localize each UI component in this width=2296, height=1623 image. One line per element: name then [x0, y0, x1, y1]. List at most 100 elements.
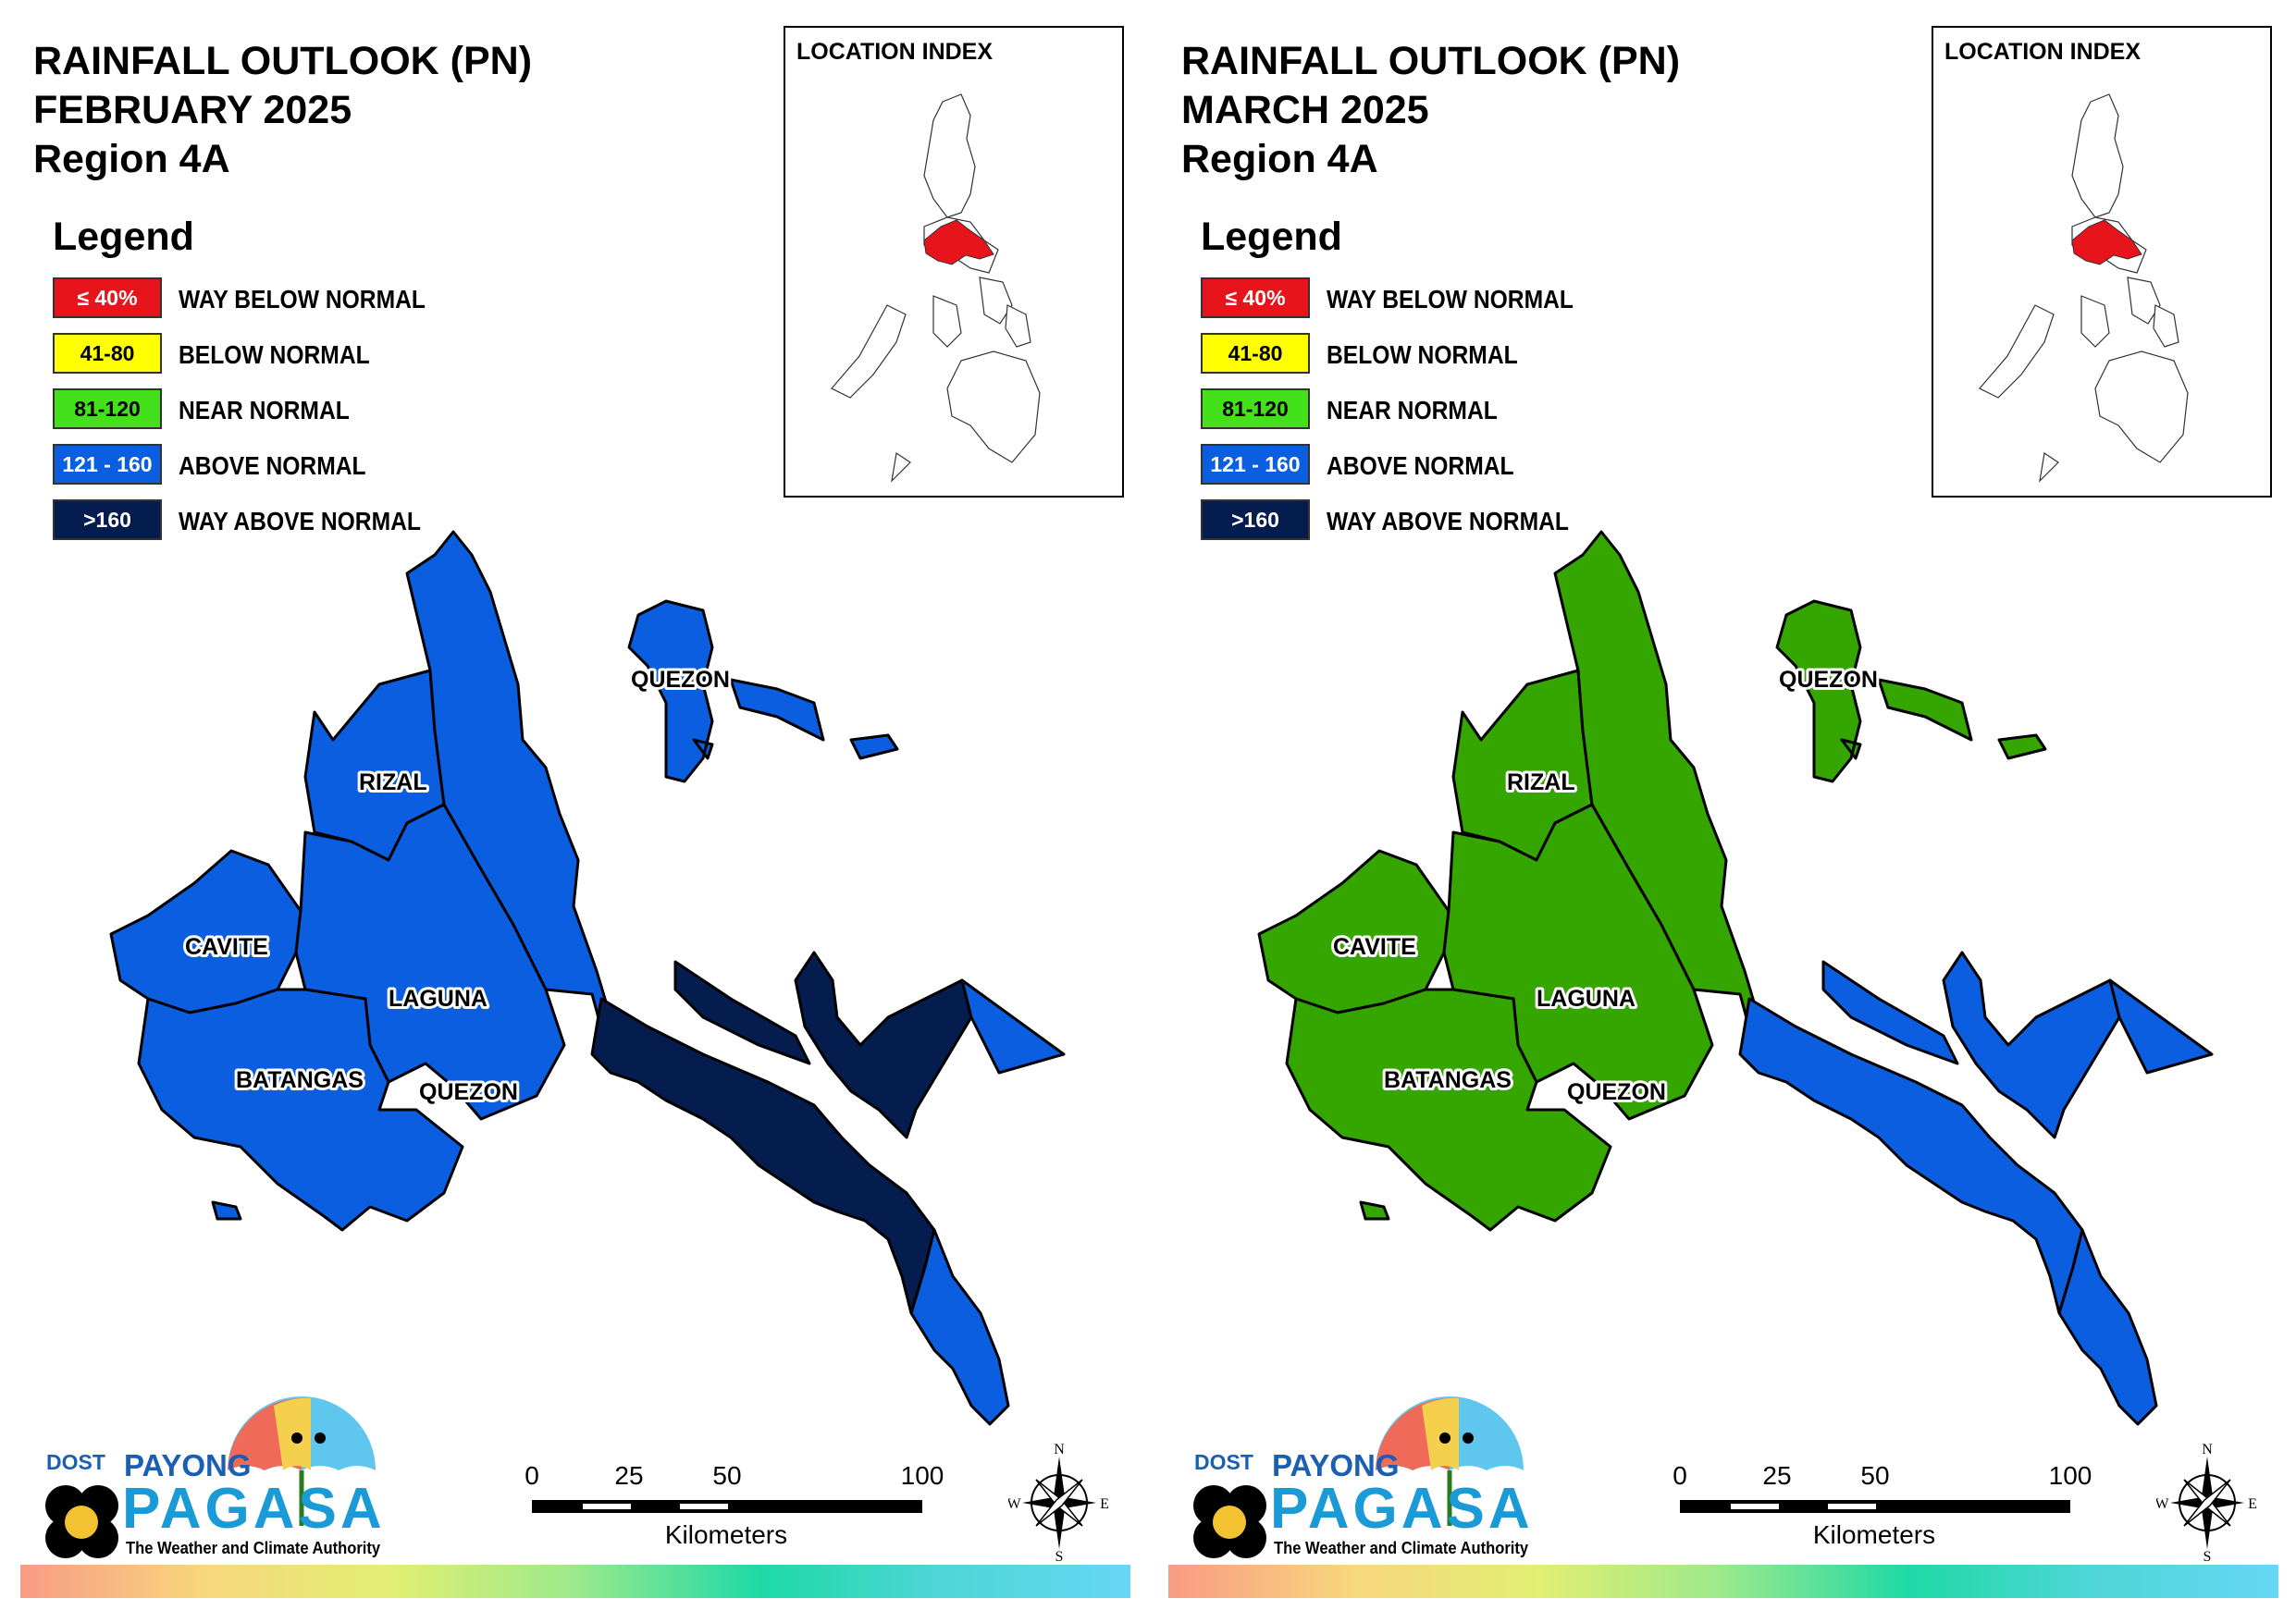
compass-w: W: [2156, 1496, 2169, 1512]
logo-pagasa-text: PAGASA: [1270, 1477, 1534, 1541]
legend-label: WAY ABOVE NORMAL: [1327, 507, 1569, 535]
region-4a-highlight: [923, 219, 994, 265]
legend-label: WAY BELOW NORMAL: [179, 285, 426, 314]
legend-swatch: 121 - 160: [1201, 444, 1310, 485]
philippines-outline-map: [1979, 93, 2189, 483]
quezon-islands: [627, 599, 899, 783]
legend-label: NEAR NORMAL: [179, 396, 350, 424]
region-map: QUEZON RIZAL CAVITE LAGUNA BATANGAS QUEZ…: [109, 530, 1066, 1426]
label-quezon-islands: QUEZON: [1779, 667, 1878, 693]
quezon-middle-province: [1738, 951, 2121, 1315]
label-quezon-south: QUEZON: [419, 1079, 518, 1105]
umbrella-icon: [45, 1396, 376, 1558]
cavite-province: [109, 849, 302, 1014]
label-rizal: RIZAL: [1507, 769, 1575, 795]
label-laguna: LAGUNA: [389, 986, 488, 1012]
cavite-province: [1257, 849, 1450, 1014]
legend-item: 81-120 NEAR NORMAL: [53, 388, 478, 431]
legend-swatch: ≤ 40%: [53, 277, 162, 318]
title-line-3: Region 4A: [1181, 137, 1378, 181]
legend-swatch: 81-120: [53, 388, 162, 429]
batangas-province: [137, 988, 464, 1232]
legend-item: ≤ 40% WAY BELOW NORMAL: [1201, 277, 1626, 320]
map-labels: QUEZON RIZAL CAVITE LAGUNA BATANGAS QUEZ…: [182, 664, 733, 1108]
logo-tagline: The Weather and Climate Authority: [126, 1539, 381, 1557]
title-line-2: FEBRUARY 2025: [33, 88, 352, 132]
logo-pagasa-text: PAGASA: [122, 1477, 386, 1541]
scale-tick-25: 25: [1762, 1461, 1792, 1490]
compass-e: E: [2248, 1496, 2257, 1512]
legend-swatch: >160: [53, 499, 162, 540]
legend-item: 121 - 160 ABOVE NORMAL: [1201, 444, 1626, 486]
legend-item: 81-120 NEAR NORMAL: [1201, 388, 1626, 431]
compass-rose: N S E W: [2154, 1442, 2258, 1565]
scale-bar: 0 25 50 100 Kilometers: [1666, 1461, 2092, 1563]
legend-label: NEAR NORMAL: [1327, 396, 1498, 424]
batangas-province: [1285, 988, 1612, 1232]
legend-label: ABOVE NORMAL: [179, 451, 366, 480]
logo-tagline: The Weather and Climate Authority: [1274, 1539, 1529, 1557]
region-4a-highlight: [2071, 219, 2142, 265]
legend-item: >160 WAY ABOVE NORMAL: [53, 499, 478, 542]
logo-payong-text: PAYONG: [124, 1448, 252, 1482]
quezon-north-province: [405, 530, 612, 1047]
label-laguna: LAGUNA: [1537, 986, 1636, 1012]
location-index-title: LOCATION INDEX: [1944, 39, 2142, 65]
legend-item: 41-80 BELOW NORMAL: [53, 333, 478, 375]
logo-payong-text: PAYONG: [1272, 1448, 1400, 1482]
quezon-north-province: [1553, 530, 1760, 1047]
legend-label: WAY BELOW NORMAL: [1327, 285, 1574, 314]
compass-e: E: [1100, 1496, 1109, 1512]
cavite-island: [1359, 1200, 1390, 1221]
quezon-islands: [1775, 599, 2047, 783]
title-line-1: RAINFALL OUTLOOK (PN): [33, 39, 533, 83]
scale-tick-50: 50: [1860, 1461, 1890, 1490]
location-index: LOCATION INDEX: [784, 26, 1124, 498]
panel-february: RAINFALL OUTLOOK (PN) FEBRUARY 2025 Regi…: [20, 26, 1130, 1598]
philippines-outline-map: [831, 93, 1041, 483]
scale-unit: Kilometers: [664, 1520, 788, 1549]
legend-swatch: 121 - 160: [53, 444, 162, 485]
map-title: RAINFALL OUTLOOK (PN) FEBRUARY 2025 Regi…: [33, 37, 532, 184]
pagasa-logo: DOST PAYONG PAGASA The Weather and Clima…: [33, 1387, 385, 1563]
footer-gradient-bar: [1168, 1565, 2278, 1598]
legend-swatch: ≤ 40%: [1201, 277, 1310, 318]
scale-unit: Kilometers: [1812, 1520, 1936, 1549]
pagasa-logo: DOST PAYONG PAGASA The Weather and Clima…: [1181, 1387, 1533, 1563]
scale-bar: 0 25 50 100 Kilometers: [518, 1461, 944, 1563]
region-map: QUEZON RIZAL CAVITE LAGUNA BATANGAS QUEZ…: [1257, 530, 2214, 1426]
map-title: RAINFALL OUTLOOK (PN) MARCH 2025 Region …: [1181, 37, 1680, 184]
compass-s: S: [2203, 1549, 2212, 1563]
legend-item: 121 - 160 ABOVE NORMAL: [53, 444, 478, 486]
compass-icon: N S E W: [2154, 1442, 2257, 1565]
label-quezon-islands: QUEZON: [631, 667, 730, 693]
compass-rose: N S E W: [1006, 1442, 1110, 1565]
scale-tick-0: 0: [1673, 1461, 1687, 1490]
legend-swatch: 41-80: [1201, 333, 1310, 374]
footer-gradient-bar: [20, 1565, 1130, 1598]
map-labels: QUEZON RIZAL CAVITE LAGUNA BATANGAS QUEZ…: [1330, 664, 1881, 1108]
compass-n: N: [1054, 1443, 1065, 1457]
scale-tick-100: 100: [2048, 1461, 2092, 1490]
location-index: LOCATION INDEX: [1932, 26, 2272, 498]
legend-label: WAY ABOVE NORMAL: [179, 507, 421, 535]
scale-tick-50: 50: [712, 1461, 742, 1490]
title-line-1: RAINFALL OUTLOOK (PN): [1181, 39, 1681, 83]
legend-label: ABOVE NORMAL: [1327, 451, 1514, 480]
legend-label: BELOW NORMAL: [1327, 340, 1518, 369]
scale-tick-0: 0: [525, 1461, 539, 1490]
scale-tick-100: 100: [900, 1461, 944, 1490]
legend-swatch: 81-120: [1201, 388, 1310, 429]
legend-title: Legend: [1201, 215, 1342, 259]
legend-swatch: >160: [1201, 499, 1310, 540]
quezon-tip-province: [2057, 978, 2214, 1426]
scale-tick-25: 25: [614, 1461, 644, 1490]
title-line-2: MARCH 2025: [1181, 88, 1429, 132]
label-cavite: CAVITE: [185, 934, 268, 960]
label-cavite: CAVITE: [1333, 934, 1416, 960]
compass-icon: N S E W: [1006, 1442, 1109, 1565]
logo-dost-text: DOST: [1194, 1450, 1253, 1474]
quezon-tip-province: [909, 978, 1066, 1426]
cavite-island: [211, 1200, 242, 1221]
quezon-middle-province: [590, 951, 973, 1315]
